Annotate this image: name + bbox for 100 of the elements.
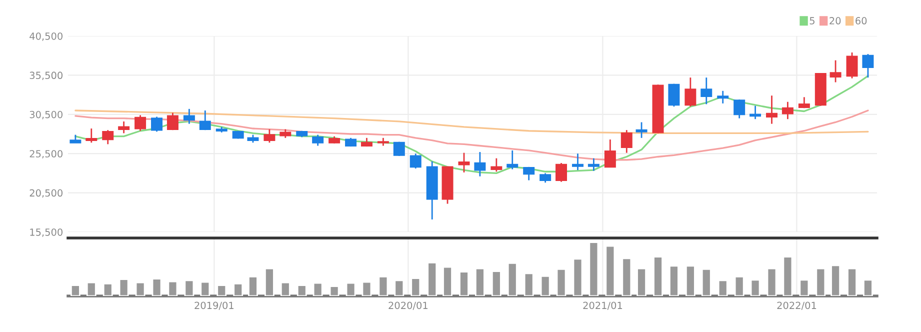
candlestick (312, 134, 324, 146)
candlestick (556, 162, 568, 183)
candlestick (118, 120, 130, 134)
bar (200, 281, 210, 296)
candlestick (700, 76, 712, 105)
x-tick-label: 2021/01 (583, 302, 622, 310)
bar (734, 276, 744, 296)
candlestick (862, 53, 874, 78)
candlestick (458, 152, 470, 174)
y-tick-label: 25,500 (30, 150, 62, 158)
bar (491, 270, 502, 296)
y-tick-label: 30,500 (30, 110, 62, 120)
bar (459, 271, 469, 296)
bar (216, 284, 227, 296)
bar (346, 282, 356, 296)
candlestick (782, 101, 794, 120)
candlestick (474, 151, 486, 178)
line-series (74, 110, 869, 134)
bar (378, 276, 388, 296)
bar (152, 278, 162, 296)
bar (329, 286, 340, 296)
bar (863, 279, 873, 296)
y-tick-label: 20,500 (30, 189, 62, 198)
bar (816, 268, 826, 296)
bar (410, 278, 421, 296)
bar (588, 242, 599, 296)
candlestick (668, 83, 680, 108)
candlestick (620, 129, 632, 154)
bar (312, 282, 323, 296)
bar (135, 282, 146, 296)
y-tick-label: 35,500 (30, 72, 62, 80)
bar (622, 258, 632, 296)
candlestick (717, 90, 729, 104)
candlestick (734, 98, 746, 120)
candlestick (572, 152, 584, 171)
candlestick (846, 52, 858, 80)
x-tick-label: 2020/01 (388, 302, 428, 310)
legend-label: 5 (810, 17, 814, 24)
bar (233, 282, 244, 296)
candlestick (393, 141, 405, 157)
candlestick (410, 152, 422, 170)
candlestick (506, 150, 518, 170)
bar (556, 268, 566, 296)
candlestick (750, 105, 762, 120)
bar (830, 264, 840, 296)
candlestick (199, 110, 211, 131)
legend-label: 20 (830, 17, 841, 24)
bar (248, 276, 258, 296)
candlestick (264, 128, 276, 144)
x-tick-label: 2019/01 (194, 302, 234, 310)
y-tick-label: 15,500 (30, 228, 62, 237)
bar (669, 265, 679, 296)
bar (168, 280, 178, 296)
candlestick (523, 166, 535, 181)
candlestick (151, 116, 163, 132)
bar (572, 258, 583, 296)
bar (718, 280, 728, 296)
bar (102, 282, 113, 296)
line-series (74, 75, 869, 174)
bar (540, 275, 550, 296)
bar (782, 256, 793, 296)
candlestick (166, 112, 178, 131)
y-tick-label: 40,500 (30, 32, 62, 41)
bar (524, 272, 534, 296)
candlestick (490, 158, 502, 172)
candlestick (604, 138, 616, 168)
bar (280, 282, 290, 296)
candlestick (134, 114, 146, 132)
bar (750, 279, 760, 296)
bar (799, 279, 810, 296)
x-tick-label: 2022/01 (777, 302, 816, 310)
candlestick (684, 76, 696, 108)
bar (427, 262, 438, 296)
bar (70, 284, 80, 296)
bar (847, 268, 857, 296)
candlestick (636, 122, 648, 139)
bar (685, 265, 696, 296)
bar (184, 280, 194, 296)
bar (474, 268, 485, 296)
candlestick (540, 172, 552, 184)
bar (296, 284, 307, 296)
bar (701, 268, 712, 296)
bar (118, 278, 129, 296)
bar (442, 266, 452, 296)
bar (636, 268, 646, 296)
bar (394, 280, 404, 296)
candlestick (766, 94, 778, 125)
bar (86, 282, 96, 296)
legend-label: 60 (856, 17, 867, 24)
candlestick (183, 108, 195, 125)
candlestick (830, 60, 842, 83)
candlestick (102, 129, 114, 145)
bar (766, 268, 777, 296)
candlestick (86, 128, 98, 144)
bar (264, 268, 274, 296)
bar (507, 262, 518, 296)
bar (362, 281, 372, 296)
bar (653, 256, 663, 296)
bar (605, 245, 616, 296)
candlestick (588, 158, 600, 172)
